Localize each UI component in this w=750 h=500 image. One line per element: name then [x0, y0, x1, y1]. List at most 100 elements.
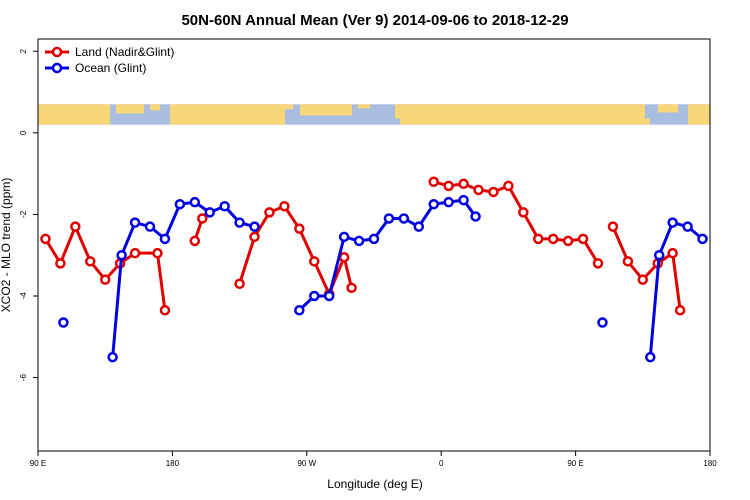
- chart-title: 50N-60N Annual Mean (Ver 9) 2014-09-06 t…: [181, 12, 568, 29]
- map-land-6: [358, 104, 370, 109]
- data-point-land-0: [40, 233, 51, 245]
- data-point-land-21: [443, 180, 454, 192]
- series-line-land-0: [44, 225, 167, 311]
- data-point-ocean-6: [174, 198, 186, 210]
- data-point-land-9: [189, 235, 201, 247]
- data-point-ocean-24: [470, 211, 481, 222]
- data-point-ocean-1: [107, 351, 118, 363]
- data-point-ocean-0: [58, 317, 69, 328]
- data-point-land-28: [547, 233, 559, 245]
- data-point-ocean-18: [383, 213, 395, 224]
- data-point-land-20: [428, 176, 439, 188]
- data-point-ocean-19: [398, 213, 410, 224]
- data-point-land-33: [622, 256, 634, 267]
- map-land-4: [285, 104, 293, 110]
- data-point-ocean-3: [129, 217, 141, 228]
- data-point-ocean-21: [428, 198, 439, 210]
- legend-marker-land: [51, 46, 63, 58]
- data-point-land-12: [249, 231, 260, 243]
- map-land-5: [300, 104, 352, 116]
- data-point-ocean-28: [667, 217, 678, 228]
- data-point-land-18: [338, 251, 350, 263]
- legend-marker-ocean: [51, 62, 63, 74]
- data-point-ocean-11: [249, 221, 260, 232]
- data-point-ocean-27: [653, 249, 665, 261]
- x-tick-label-2: 90 W: [297, 459, 316, 468]
- map-land-9: [658, 104, 678, 113]
- series-line-land-4: [611, 226, 682, 311]
- series-line-land-3: [433, 180, 600, 265]
- legend-label-ocean: Ocean (Glint): [75, 61, 146, 75]
- map-land-2: [150, 104, 160, 111]
- data-point-ocean-20: [413, 221, 425, 232]
- x-tick-label-3: 0: [439, 459, 444, 468]
- data-point-ocean-12: [294, 305, 305, 316]
- data-point-land-10: [197, 213, 208, 224]
- series-ocean: [58, 194, 708, 363]
- legend-label-land: Land (Nadir&Glint): [75, 45, 174, 59]
- data-point-land-34: [637, 274, 649, 285]
- data-point-ocean-25: [597, 317, 608, 328]
- data-point-ocean-7: [189, 196, 201, 208]
- data-point-land-13: [264, 207, 275, 218]
- data-point-ocean-29: [682, 221, 693, 232]
- x-tick-label-4: 90 E: [567, 459, 583, 468]
- data-point-ocean-5: [159, 233, 171, 245]
- map-land-8: [400, 118, 650, 125]
- series-land: [40, 176, 686, 316]
- y-tick-label-1: 0: [19, 130, 28, 135]
- x-axis-label: Longitude (deg E): [327, 477, 422, 491]
- data-point-ocean-17: [368, 233, 380, 245]
- data-point-land-31: [592, 258, 604, 269]
- y-tick-label-4: -6: [19, 373, 28, 381]
- data-point-land-14: [279, 200, 290, 212]
- data-point-land-7: [152, 247, 163, 259]
- data-point-ocean-23: [458, 194, 469, 206]
- legend: Land (Nadir&Glint) Ocean (Glint): [45, 45, 174, 75]
- data-point-ocean-15: [338, 231, 350, 243]
- data-point-land-16: [309, 256, 320, 267]
- data-point-land-24: [488, 186, 499, 198]
- y-tick-label-0: 2: [19, 48, 28, 53]
- data-point-land-15: [294, 223, 305, 234]
- x-tick-label-1: 180: [166, 459, 180, 468]
- data-point-ocean-26: [645, 351, 656, 363]
- map-land-10: [688, 104, 710, 125]
- data-point-land-11: [234, 278, 245, 290]
- data-point-land-8: [159, 305, 171, 316]
- data-point-land-30: [577, 233, 589, 245]
- data-point-land-36: [667, 247, 678, 259]
- data-point-land-23: [473, 184, 484, 196]
- series-layer: [40, 176, 708, 363]
- data-point-land-29: [562, 235, 574, 247]
- data-point-land-32: [607, 221, 619, 232]
- data-point-ocean-9: [219, 200, 230, 212]
- data-point-ocean-16: [353, 235, 365, 247]
- data-point-ocean-2: [116, 249, 127, 261]
- y-tick-label-2: -2: [19, 210, 28, 218]
- data-point-ocean-30: [697, 233, 708, 245]
- data-point-land-25: [503, 180, 514, 192]
- y-axis-ticks: 2 0 -2 -4 -6: [19, 48, 38, 381]
- y-tick-label-3: -4: [19, 292, 28, 300]
- x-tick-label-0: 90 E: [30, 459, 46, 468]
- plot-frame: [37, 38, 711, 452]
- y-axis-label: XCO2 - MLO trend (ppm): [0, 178, 13, 313]
- x-axis-ticks: 90 E 180 90 W 0 90 E 180: [30, 451, 717, 468]
- data-point-land-1: [55, 258, 66, 269]
- data-point-land-37: [674, 305, 686, 316]
- series-line-land-2: [238, 204, 354, 296]
- map-land-7: [395, 104, 645, 119]
- data-point-land-4: [99, 274, 111, 285]
- data-point-land-27: [533, 233, 544, 245]
- data-point-ocean-13: [309, 290, 320, 302]
- data-point-ocean-8: [204, 207, 215, 218]
- map-land-0: [38, 104, 110, 125]
- data-point-ocean-14: [323, 290, 335, 302]
- data-point-land-6: [129, 247, 141, 259]
- data-point-ocean-22: [443, 196, 454, 208]
- data-point-land-19: [346, 282, 357, 294]
- map-land-3: [170, 104, 285, 125]
- data-point-land-3: [85, 256, 96, 267]
